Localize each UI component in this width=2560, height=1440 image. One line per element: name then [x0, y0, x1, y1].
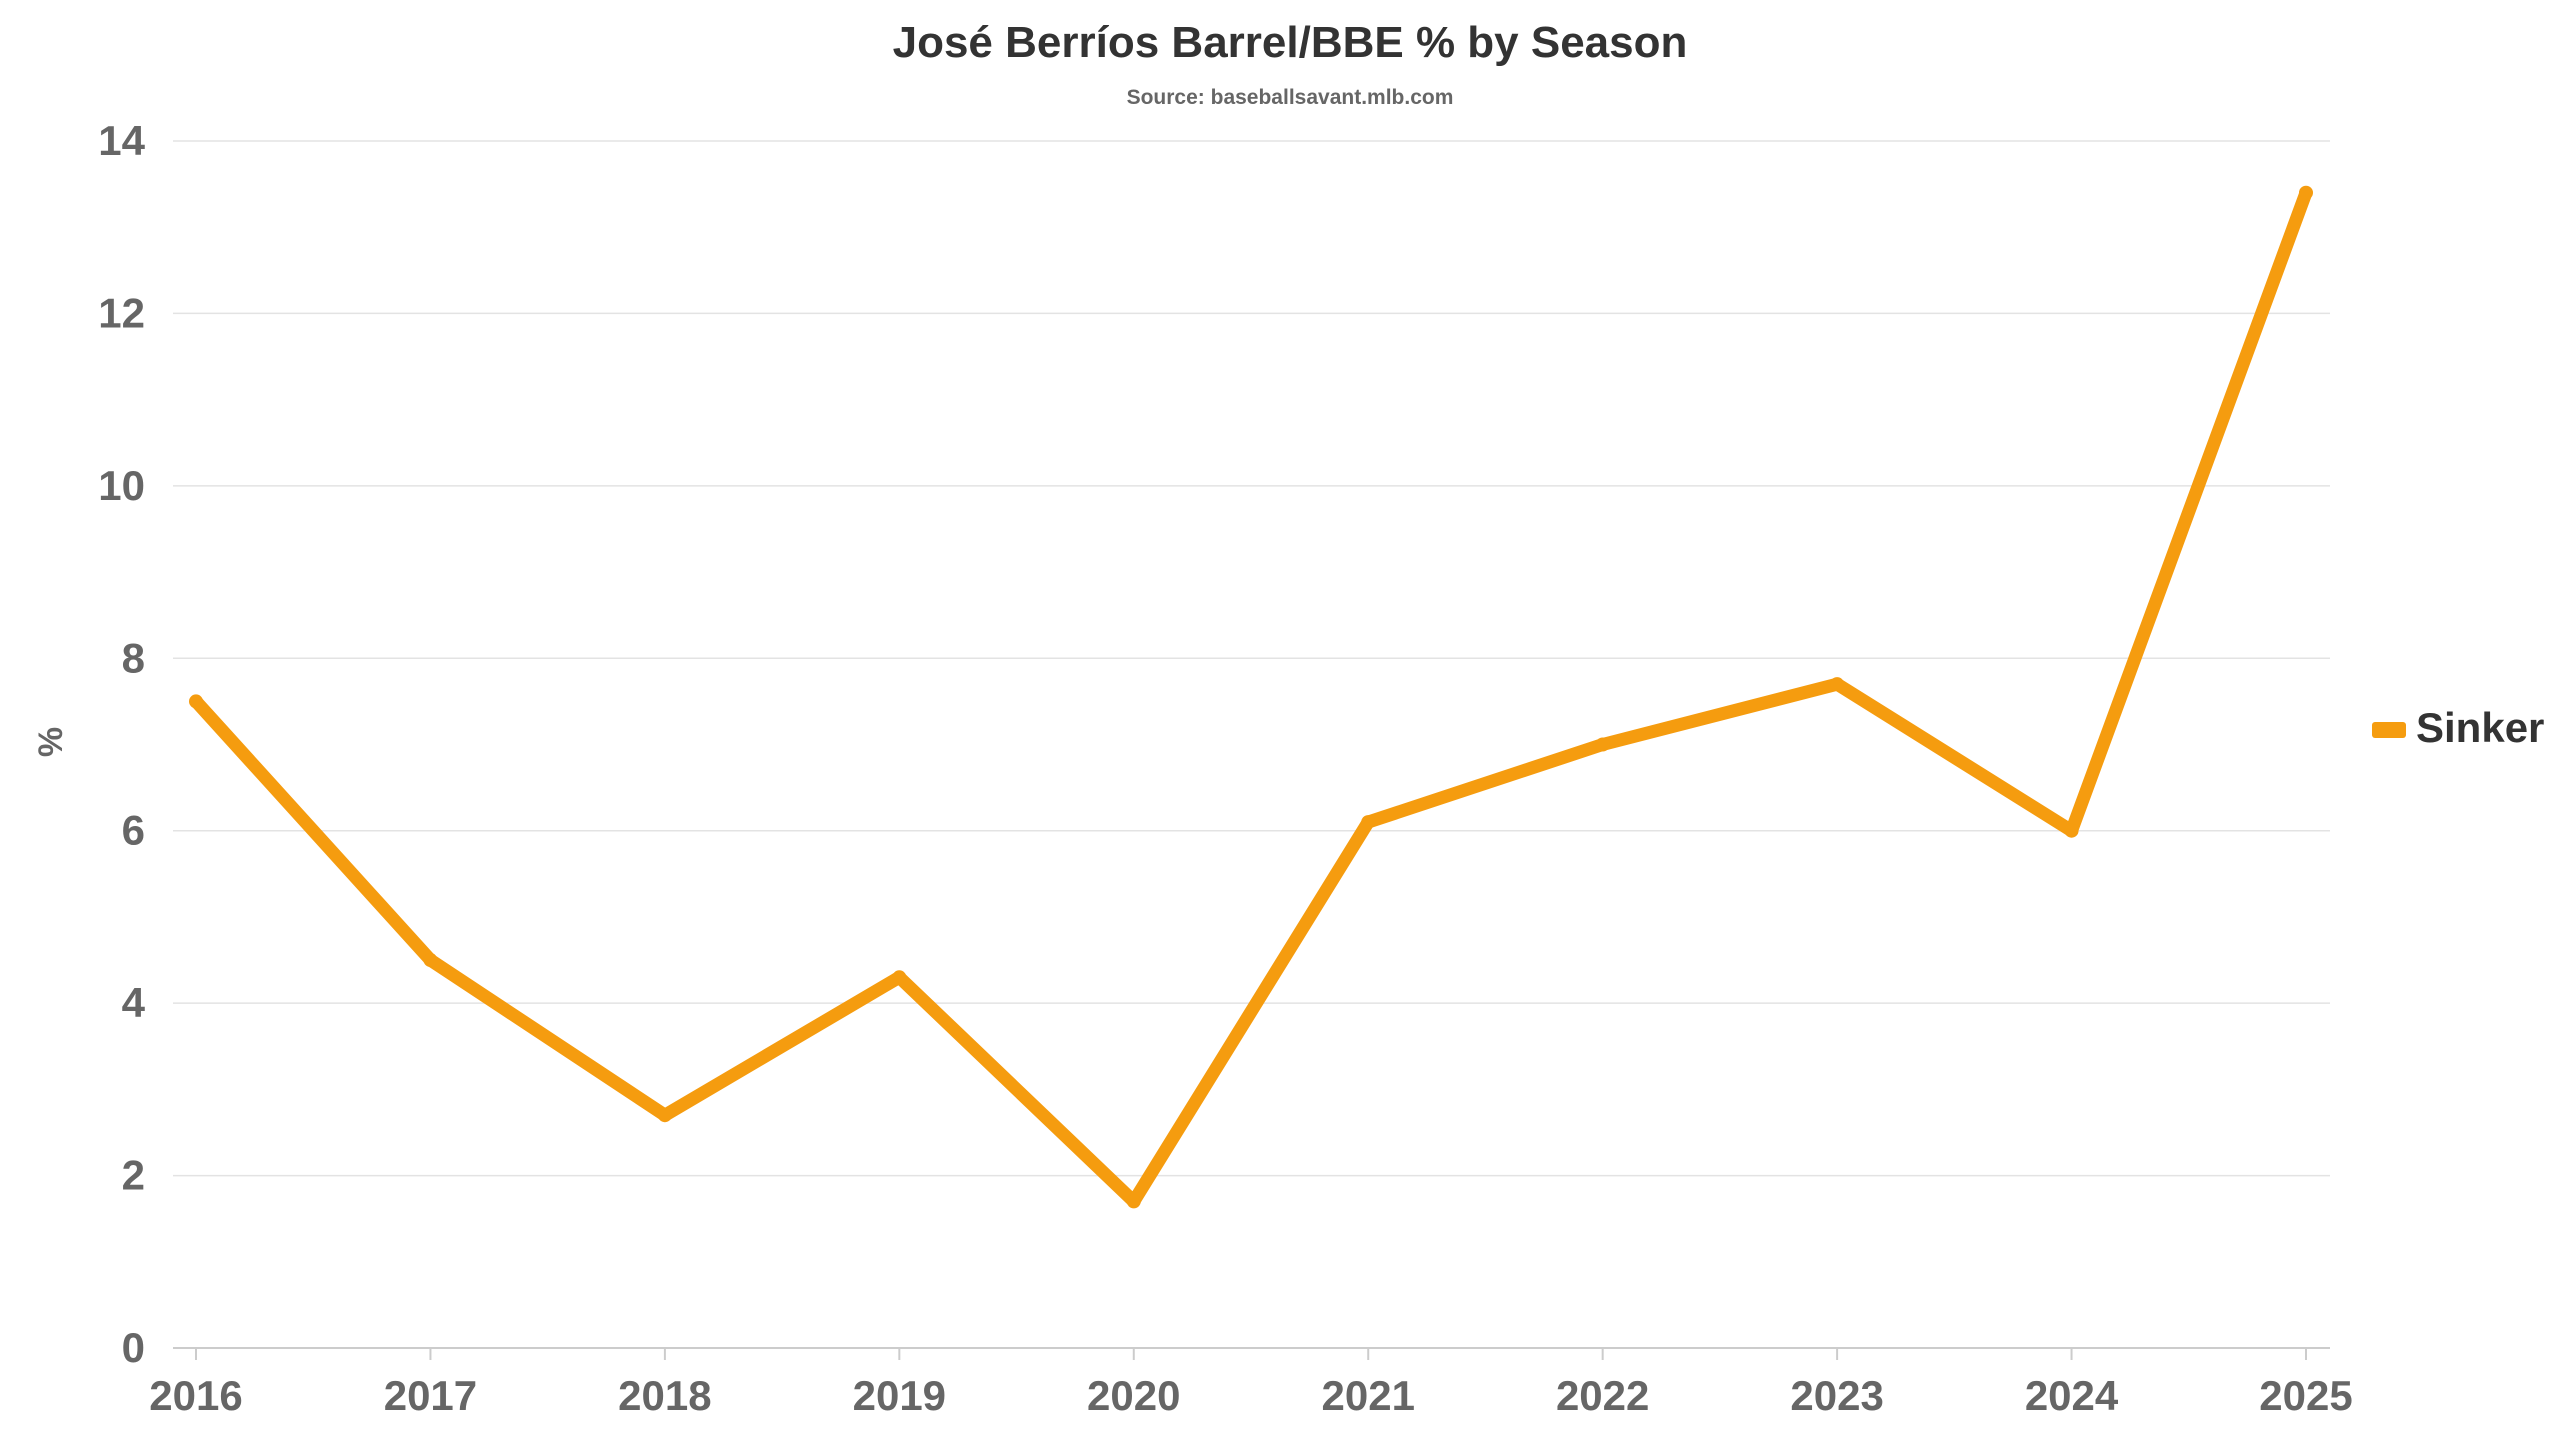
gridlines	[173, 140, 2330, 1177]
legend[interactable]: Sinker	[2372, 704, 2544, 751]
data-point[interactable]	[1595, 737, 1610, 752]
x-tick-label: 2016	[149, 1372, 242, 1419]
y-tick-label: 6	[122, 807, 145, 854]
y-tick-label: 14	[98, 117, 145, 164]
series-line-sinker	[189, 186, 2313, 1208]
x-tick-label: 2023	[1790, 1372, 1883, 1419]
data-point[interactable]	[1830, 677, 1845, 692]
legend-label-sinker: Sinker	[2416, 704, 2544, 751]
y-axis-label: %	[32, 727, 70, 757]
x-axis-ticks: 2016 2017 2018 2019 2020 2021 2022 2023 2024 2025	[149, 1372, 2352, 1419]
y-tick-label: 4	[122, 979, 146, 1026]
x-tick-label: 2025	[2259, 1372, 2352, 1419]
y-tick-label: 0	[122, 1324, 145, 1371]
data-point[interactable]	[2299, 185, 2313, 200]
chart-subtitle: Source: baseballsavant.mlb.com	[1127, 86, 1454, 109]
axes	[173, 1347, 2330, 1360]
data-point[interactable]	[892, 970, 907, 985]
series-lines	[189, 185, 2313, 1209]
x-tick-label: 2019	[853, 1372, 946, 1419]
x-tick-label: 2021	[1322, 1372, 1415, 1419]
x-tick-label: 2020	[1087, 1372, 1180, 1419]
x-tick-label: 2017	[384, 1372, 477, 1419]
chart-title: José Berríos Barrel/BBE % by Season	[893, 18, 1688, 67]
y-tick-label: 8	[122, 634, 145, 681]
legend-swatch-sinker	[2372, 722, 2406, 738]
data-point[interactable]	[423, 953, 438, 968]
y-tick-label: 12	[98, 289, 145, 336]
y-tick-label: 2	[122, 1152, 145, 1199]
data-point[interactable]	[189, 694, 203, 709]
x-tick-label: 2024	[2025, 1372, 2119, 1419]
data-point[interactable]	[1126, 1194, 1141, 1209]
data-point[interactable]	[657, 1108, 672, 1123]
y-axis-ticks: 0 2 4 6 8 10 12 14	[98, 117, 145, 1371]
data-point[interactable]	[2064, 823, 2079, 838]
data-point[interactable]	[1361, 815, 1376, 830]
x-tick-label: 2022	[1556, 1372, 1649, 1419]
y-tick-label: 10	[98, 462, 145, 509]
x-tick-label: 2018	[618, 1372, 711, 1419]
